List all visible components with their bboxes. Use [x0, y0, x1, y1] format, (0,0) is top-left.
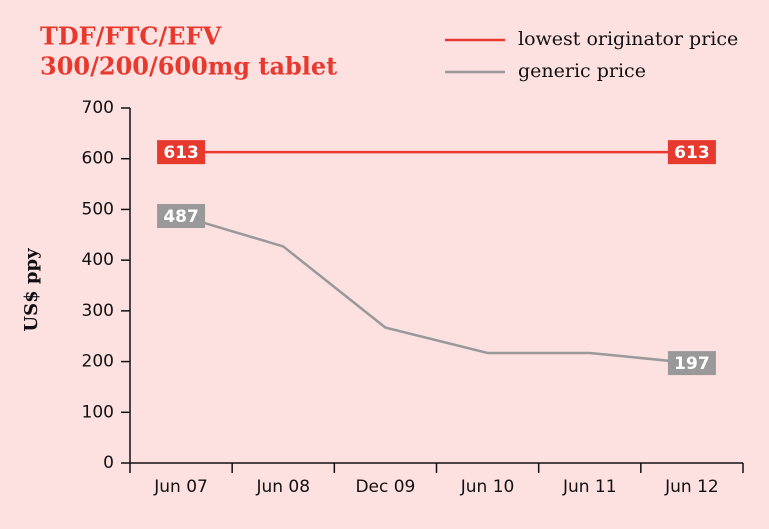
x-tick-label: Jun 10 — [460, 477, 515, 497]
legend-label: lowest originator price — [518, 28, 738, 50]
y-axis-label: US$ ppy — [21, 248, 42, 332]
y-tick-label: 300 — [82, 301, 114, 321]
x-tick-label: Jun 11 — [562, 477, 617, 497]
chart-title: TDF/FTC/EFV — [40, 22, 222, 51]
y-tick-label: 400 — [82, 250, 114, 270]
y-tick-label: 600 — [82, 149, 114, 169]
chart-title: 300/200/600mg tablet — [40, 52, 337, 81]
value-label-box — [157, 140, 206, 165]
value-label: 613 — [674, 143, 710, 163]
y-tick-label: 0 — [103, 453, 114, 473]
x-tick-label: Dec 09 — [355, 477, 415, 497]
legend-label: generic price — [518, 60, 646, 82]
value-label-box — [667, 140, 716, 165]
y-tick-label: 700 — [82, 98, 114, 118]
value-label: 197 — [674, 354, 710, 374]
series-line — [180, 214, 693, 365]
x-tick-label: Jun 12 — [664, 477, 719, 497]
x-tick-label: Jun 08 — [255, 477, 310, 497]
value-label: 487 — [163, 207, 199, 227]
value-label-box — [157, 204, 206, 229]
y-tick-label: 500 — [82, 199, 114, 219]
y-tick-label: 100 — [82, 402, 114, 422]
y-tick-label: 200 — [82, 352, 114, 372]
value-label: 613 — [163, 143, 199, 163]
x-tick-label: Jun 07 — [153, 477, 208, 497]
value-label-box — [667, 351, 716, 376]
